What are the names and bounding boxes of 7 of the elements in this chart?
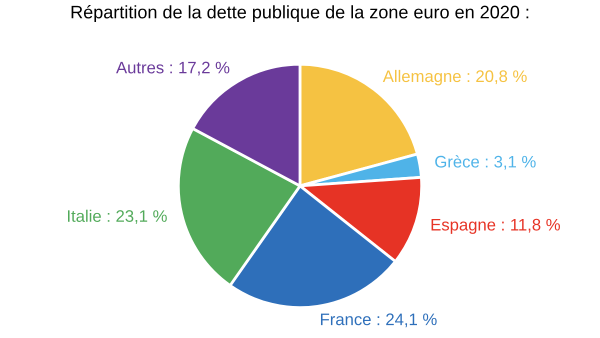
slice-label: Italie : 23,1 %: [68, 210, 167, 224]
slice-label: Allemagne : 20,8 %: [382, 70, 527, 86]
slice-label: Autres : 17,2 %: [116, 62, 230, 76]
slice-label: Grèce : 3,1 %: [435, 155, 536, 170]
slice-label: France : 24,1 %: [320, 313, 437, 328]
slice-label: Espagne : 11,8 %: [432, 218, 560, 234]
chart-title: Répartition de la dette publique de la zone euro en 2020 :: [72, 5, 528, 22]
